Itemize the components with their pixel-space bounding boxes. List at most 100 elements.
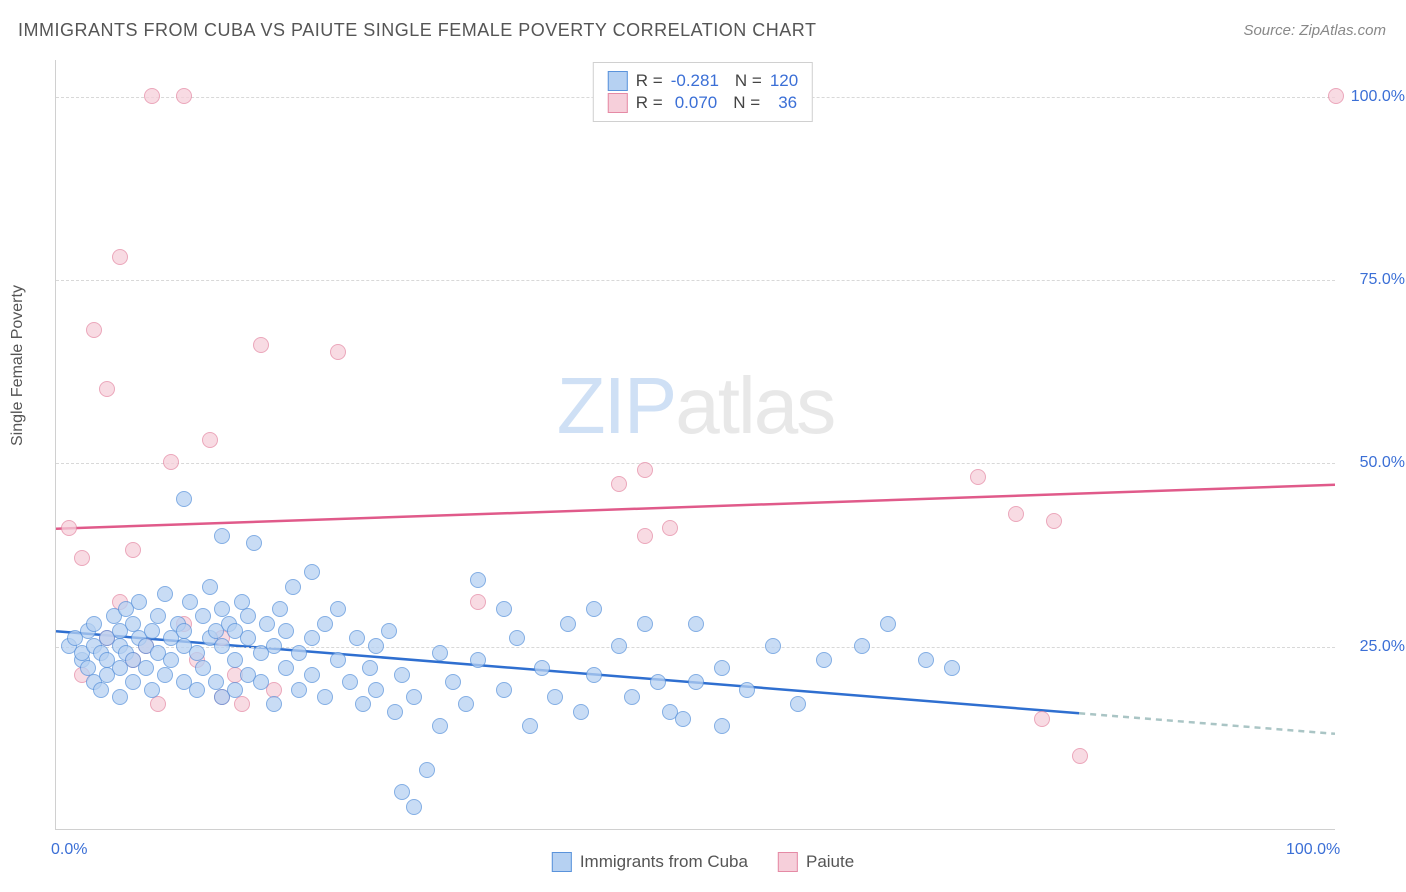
scatter-point-cuba <box>573 704 589 720</box>
scatter-point-cuba <box>534 660 550 676</box>
scatter-point-cuba <box>240 608 256 624</box>
scatter-point-cuba <box>317 616 333 632</box>
scatter-point-paiute <box>234 696 250 712</box>
r-label: R = <box>636 93 663 113</box>
correlation-legend: R = -0.281 N = 120 R = 0.070 N = 36 <box>593 62 813 122</box>
scatter-point-cuba <box>278 623 294 639</box>
scatter-point-paiute <box>1034 711 1050 727</box>
scatter-point-cuba <box>611 638 627 654</box>
swatch-paiute <box>608 93 628 113</box>
scatter-point-paiute <box>125 542 141 558</box>
scatter-point-cuba <box>362 660 378 676</box>
scatter-point-paiute <box>662 520 678 536</box>
scatter-point-cuba <box>739 682 755 698</box>
scatter-point-cuba <box>189 682 205 698</box>
scatter-point-cuba <box>688 674 704 690</box>
scatter-point-cuba <box>560 616 576 632</box>
swatch-paiute <box>778 852 798 872</box>
ytick-label: 100.0% <box>1351 88 1405 106</box>
scatter-point-paiute <box>1072 748 1088 764</box>
scatter-point-cuba <box>355 696 371 712</box>
scatter-point-cuba <box>918 652 934 668</box>
scatter-point-paiute <box>1046 513 1062 529</box>
scatter-point-cuba <box>304 667 320 683</box>
scatter-point-cuba <box>342 674 358 690</box>
ytick-label: 25.0% <box>1360 638 1405 656</box>
scatter-point-cuba <box>246 535 262 551</box>
scatter-point-cuba <box>586 667 602 683</box>
scatter-point-cuba <box>182 594 198 610</box>
scatter-point-cuba <box>189 645 205 661</box>
ytick-label: 50.0% <box>1360 454 1405 472</box>
scatter-point-paiute <box>637 528 653 544</box>
gridline <box>56 647 1335 648</box>
scatter-point-paiute <box>150 696 166 712</box>
scatter-point-cuba <box>291 682 307 698</box>
series-legend: Immigrants from Cuba Paiute <box>552 852 854 872</box>
swatch-cuba <box>552 852 572 872</box>
scatter-point-cuba <box>138 660 154 676</box>
scatter-point-cuba <box>304 564 320 580</box>
watermark-atlas: atlas <box>675 361 834 450</box>
scatter-point-cuba <box>368 638 384 654</box>
legend-label-cuba: Immigrants from Cuba <box>580 852 748 872</box>
scatter-point-cuba <box>432 718 448 734</box>
scatter-point-cuba <box>330 601 346 617</box>
scatter-point-paiute <box>176 88 192 104</box>
scatter-point-cuba <box>496 682 512 698</box>
scatter-point-cuba <box>445 674 461 690</box>
scatter-point-paiute <box>163 454 179 470</box>
legend-row-paiute: R = 0.070 N = 36 <box>608 93 798 113</box>
scatter-point-paiute <box>330 344 346 360</box>
chart-title: IMMIGRANTS FROM CUBA VS PAIUTE SINGLE FE… <box>18 20 816 41</box>
scatter-point-cuba <box>291 645 307 661</box>
scatter-point-cuba <box>112 689 128 705</box>
trend-lines-svg <box>56 60 1335 829</box>
scatter-point-cuba <box>266 696 282 712</box>
scatter-point-cuba <box>854 638 870 654</box>
legend-item-cuba: Immigrants from Cuba <box>552 852 748 872</box>
scatter-point-cuba <box>214 528 230 544</box>
scatter-point-cuba <box>150 608 166 624</box>
scatter-point-cuba <box>349 630 365 646</box>
scatter-point-cuba <box>816 652 832 668</box>
legend-item-paiute: Paiute <box>778 852 854 872</box>
scatter-point-cuba <box>586 601 602 617</box>
scatter-point-cuba <box>195 608 211 624</box>
scatter-point-cuba <box>381 623 397 639</box>
n-label: N = <box>733 93 760 113</box>
scatter-chart-area: ZIPatlas 25.0%50.0%75.0%100.0%0.0%100.0% <box>55 60 1335 830</box>
scatter-point-cuba <box>496 601 512 617</box>
scatter-point-cuba <box>470 572 486 588</box>
xtick-label: 0.0% <box>51 841 87 859</box>
watermark: ZIPatlas <box>557 360 834 452</box>
scatter-point-paiute <box>1328 88 1344 104</box>
scatter-point-cuba <box>880 616 896 632</box>
scatter-point-cuba <box>86 616 102 632</box>
scatter-point-paiute <box>470 594 486 610</box>
scatter-point-cuba <box>144 682 160 698</box>
scatter-point-cuba <box>240 630 256 646</box>
scatter-point-cuba <box>253 674 269 690</box>
scatter-point-cuba <box>688 616 704 632</box>
gridline <box>56 280 1335 281</box>
scatter-point-cuba <box>176 491 192 507</box>
scatter-point-cuba <box>714 660 730 676</box>
r-value-paiute: 0.070 <box>675 93 718 113</box>
scatter-point-cuba <box>259 616 275 632</box>
scatter-point-cuba <box>458 696 474 712</box>
source-attribution: Source: ZipAtlas.com <box>1243 22 1386 39</box>
scatter-point-cuba <box>214 601 230 617</box>
scatter-point-paiute <box>61 520 77 536</box>
scatter-point-cuba <box>272 601 288 617</box>
scatter-point-cuba <box>125 674 141 690</box>
scatter-point-cuba <box>432 645 448 661</box>
n-value-cuba: 120 <box>770 71 798 91</box>
scatter-point-cuba <box>285 579 301 595</box>
legend-label-paiute: Paiute <box>806 852 854 872</box>
scatter-point-paiute <box>112 249 128 265</box>
scatter-point-cuba <box>195 660 211 676</box>
scatter-point-cuba <box>227 652 243 668</box>
scatter-point-cuba <box>157 586 173 602</box>
scatter-point-cuba <box>227 682 243 698</box>
